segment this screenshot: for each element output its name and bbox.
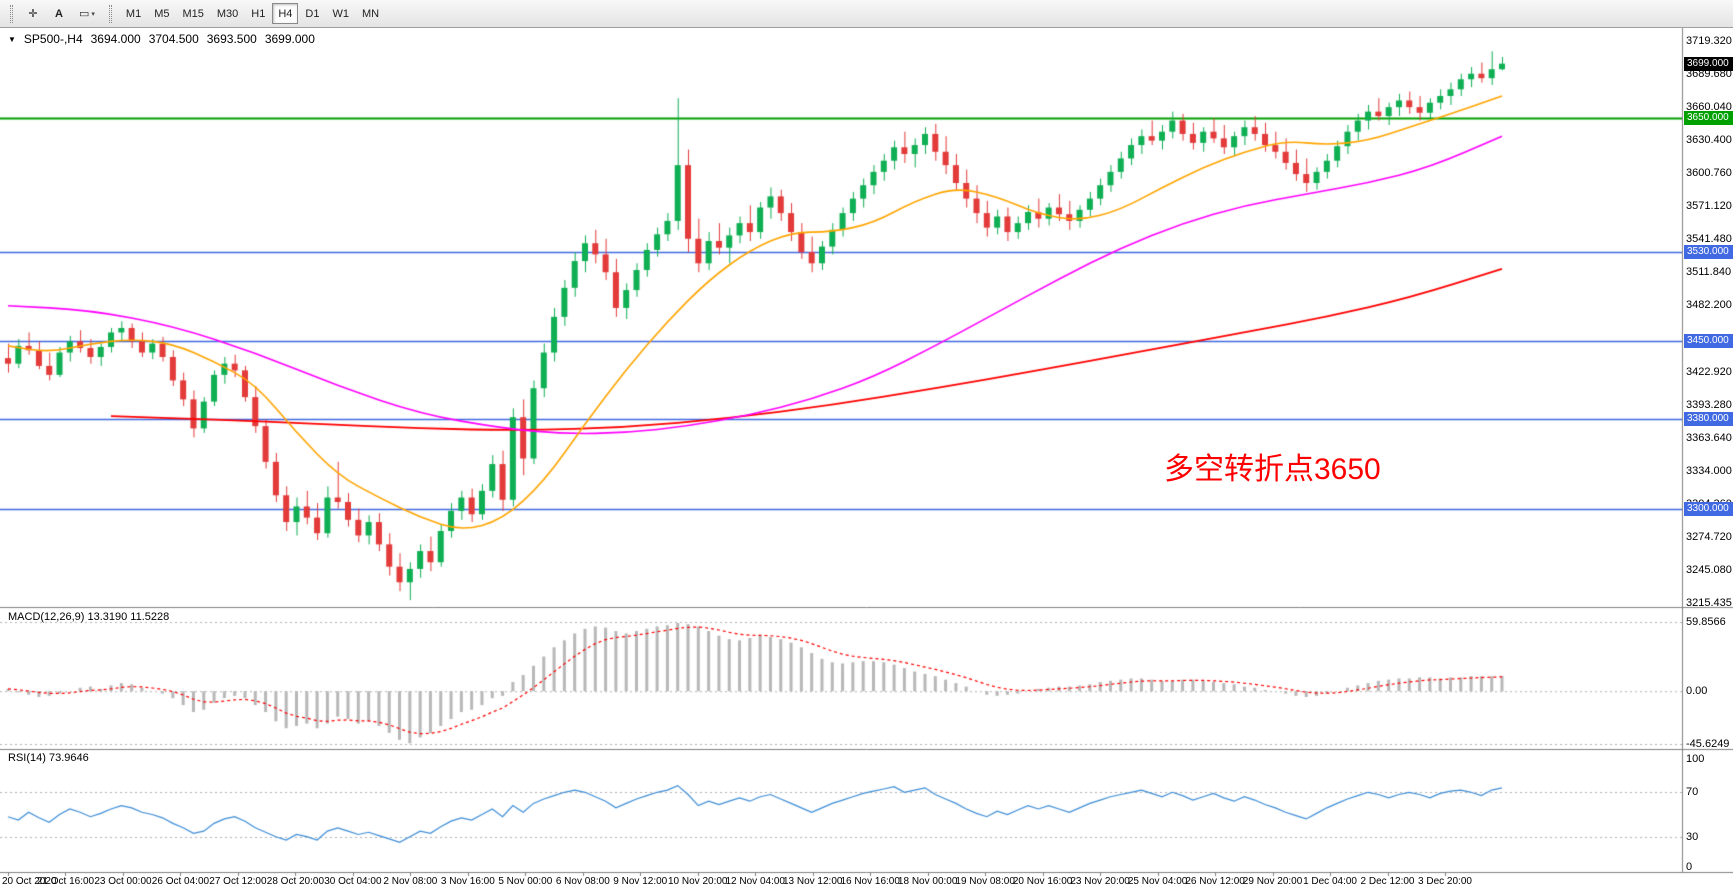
symbol-marker-icon: ▼ [8, 35, 16, 44]
timeframe-toolbar: M1 M5 M15 M30 H1 H4 D1 W1 MN [120, 3, 385, 24]
symbol-title: SP500-,H4 [23, 32, 83, 46]
price-axis-label: 3600.760 [1686, 167, 1732, 180]
text-label-tool-icon: A [55, 7, 63, 20]
time-axis-label: 23 Oct 00:00 [94, 876, 152, 887]
rsi-axis-label: 0 [1686, 861, 1693, 873]
time-axis-label: 10 Nov 20:00 [668, 876, 728, 887]
price-axis-label: 3363.640 [1686, 431, 1732, 444]
rsi-axis-label: 100 [1686, 753, 1705, 765]
price-axis-label: 3660.040 [1686, 101, 1732, 114]
price-axis-label: 3630.400 [1686, 134, 1732, 147]
price-tag-3380.000: 3380.000 [1684, 412, 1733, 427]
time-axis-label: 19 Nov 08:00 [955, 876, 1015, 887]
timeframe-h4-button[interactable]: H4 [272, 3, 299, 24]
time-axis-label: 5 Nov 00:00 [498, 876, 553, 887]
timeframe-mn-button[interactable]: MN [361, 7, 380, 20]
time-axis-label: 18 Nov 00:00 [897, 876, 958, 887]
time-axis-label: 1 Dec 04:00 [1303, 876, 1357, 887]
price-axis-label: 3334.000 [1686, 464, 1732, 477]
time-axis-label: 28 Oct 20:00 [266, 876, 325, 887]
annotation-text: 多空转折点3650 [1164, 453, 1381, 486]
time-axis-label: 3 Dec 20:00 [1418, 876, 1472, 887]
ohlc-low: 3693.500 [206, 32, 257, 46]
drawing-tools-group: ✛ A ▭ ▾ [21, 3, 101, 24]
price-axis-label: 3511.840 [1686, 266, 1732, 279]
shapes-tool-icon: ▭ [79, 8, 90, 20]
dropdown-caret-icon: ▾ [91, 10, 95, 18]
macd-axis-label: 59.8566 [1686, 616, 1726, 628]
time-axis-label: 20 Nov 16:00 [1012, 876, 1073, 887]
timeframe-m30-button[interactable]: M30 [216, 7, 239, 20]
price-axis-label: 3245.080 [1686, 563, 1732, 576]
crosshair-tool-button[interactable]: ✛ [21, 3, 45, 24]
price-axis-label: 3482.200 [1686, 299, 1732, 312]
price-tag-3300.000: 3300.000 [1684, 501, 1733, 516]
price-axis-label: 3689.680 [1686, 68, 1732, 81]
time-axis-label: 21 Oct 16:00 [36, 876, 95, 887]
crosshair-tool-icon: ✛ [28, 8, 38, 20]
time-axis-label: 2 Dec 12:00 [1360, 876, 1415, 887]
ohlc-open: 3694.000 [90, 32, 141, 46]
price-tag-3530.000: 3530.000 [1684, 245, 1733, 260]
time-axis-label: 30 Oct 04:00 [324, 876, 382, 887]
price-tag-3650.000: 3650.000 [1684, 111, 1733, 126]
macd-axis-label: -45.6249 [1686, 738, 1730, 750]
price-axis-label: 3422.920 [1686, 365, 1732, 378]
time-axis-label: 26 Oct 04:00 [151, 876, 210, 887]
price-tag-3450.000: 3450.000 [1684, 334, 1733, 349]
timeframe-m15-button[interactable]: M15 [182, 7, 204, 20]
time-axis-label: 16 Nov 16:00 [840, 876, 900, 887]
time-axis-label: 20 Oct 2020 [2, 876, 57, 887]
timeframe-m5-button[interactable]: M5 [154, 7, 170, 20]
price-axis-label: 3541.480 [1686, 233, 1732, 246]
chart-header: ▼ SP500-,H4 3694.000 3704.500 3693.500 3… [8, 32, 315, 46]
toolbar-grip[interactable] [10, 4, 13, 23]
ohlc-close: 3699.000 [264, 32, 315, 46]
time-axis-label: 27 Oct 12:00 [209, 876, 267, 887]
price-axis-label: 3571.120 [1686, 200, 1732, 213]
timeframe-d1-button[interactable]: D1 [305, 7, 320, 20]
time-axis-label: 6 Nov 08:00 [555, 876, 610, 887]
shapes-tool-button[interactable]: ▭ ▾ [73, 3, 101, 24]
time-axis-label: 9 Nov 12:00 [613, 876, 668, 887]
time-axis-label: 23 Nov 20:00 [1070, 876, 1130, 887]
time-axis-label: 25 Nov 04:00 [1127, 876, 1188, 887]
toolbar: ✛ A ▭ ▾ M1 M5 M15 M30 H1 H4 D1 W1 MN [0, 0, 1733, 28]
rsi-axis-label: 30 [1686, 830, 1699, 843]
price-tag-3699.000: 3699.000 [1684, 56, 1733, 71]
price-axis-label: 3719.320 [1686, 35, 1732, 47]
ohlc-high: 3704.500 [148, 32, 199, 46]
timeframe-m1-button[interactable]: M1 [125, 7, 142, 20]
price-axis-label: 3274.720 [1686, 530, 1732, 543]
rsi-axis-label: 70 [1686, 786, 1699, 799]
price-axis-label: 3393.280 [1686, 398, 1732, 411]
macd-label: MACD(12,26,9) 13.3190 11.5228 [8, 611, 170, 623]
rsi-label: RSI(14) 73.9646 [8, 752, 89, 764]
price-axis-label: 3215.435 [1686, 597, 1732, 609]
toolbar-grip-2[interactable] [108, 4, 112, 23]
time-axis-label: 12 Nov 04:00 [725, 876, 785, 887]
time-axis-label: 13 Nov 12:00 [782, 876, 843, 887]
time-axis-label: 26 Nov 12:00 [1185, 876, 1245, 887]
text-label-tool-button[interactable]: A [47, 3, 71, 24]
time-axis-label: 3 Nov 16:00 [440, 876, 495, 887]
timeframe-w1-button[interactable]: W1 [332, 7, 349, 20]
timeframe-h1-button[interactable]: H1 [251, 7, 266, 20]
time-axis-label: 29 Nov 20:00 [1242, 876, 1303, 887]
macd-axis-label: 0.00 [1686, 685, 1708, 698]
time-axis-label: 2 Nov 08:00 [383, 876, 438, 887]
